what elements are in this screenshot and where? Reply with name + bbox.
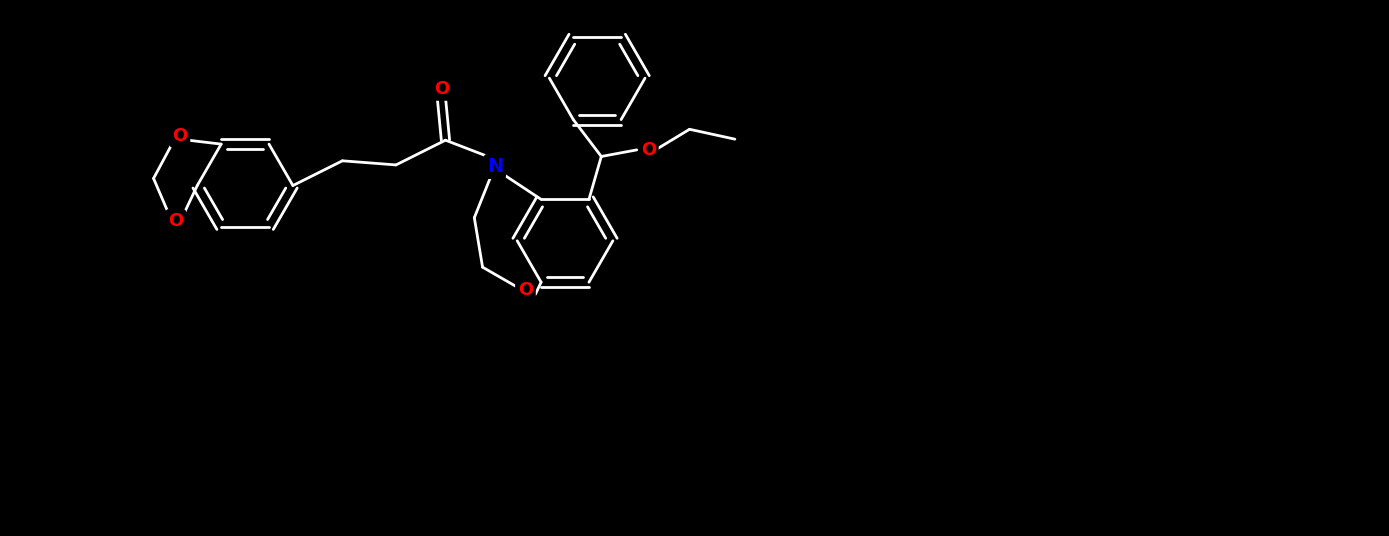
Text: O: O bbox=[518, 281, 533, 299]
Text: O: O bbox=[640, 141, 656, 159]
Text: O: O bbox=[168, 212, 183, 230]
Text: N: N bbox=[486, 157, 503, 176]
Text: O: O bbox=[433, 80, 449, 98]
Text: O: O bbox=[172, 127, 188, 145]
